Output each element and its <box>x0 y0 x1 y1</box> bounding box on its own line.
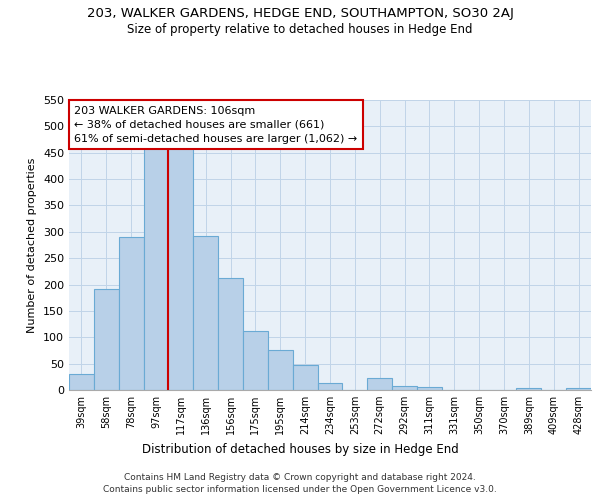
Bar <box>293 365 317 390</box>
Bar <box>566 388 591 390</box>
Text: Size of property relative to detached houses in Hedge End: Size of property relative to detached ho… <box>127 22 473 36</box>
Bar <box>517 388 541 390</box>
Bar <box>94 289 119 390</box>
Text: 203 WALKER GARDENS: 106sqm
← 38% of detached houses are smaller (661)
61% of sem: 203 WALKER GARDENS: 106sqm ← 38% of deta… <box>74 106 358 144</box>
Text: Contains HM Land Registry data © Crown copyright and database right 2024.: Contains HM Land Registry data © Crown c… <box>124 472 476 482</box>
Y-axis label: Number of detached properties: Number of detached properties <box>28 158 37 332</box>
Bar <box>169 148 193 390</box>
Bar <box>218 278 243 390</box>
Bar <box>193 236 218 390</box>
Bar <box>392 386 417 390</box>
Bar <box>143 148 169 390</box>
Bar <box>417 388 442 390</box>
Bar <box>317 383 343 390</box>
Bar <box>243 332 268 390</box>
Text: 203, WALKER GARDENS, HEDGE END, SOUTHAMPTON, SO30 2AJ: 203, WALKER GARDENS, HEDGE END, SOUTHAMP… <box>86 8 514 20</box>
Text: Distribution of detached houses by size in Hedge End: Distribution of detached houses by size … <box>142 442 458 456</box>
Text: Contains public sector information licensed under the Open Government Licence v3: Contains public sector information licen… <box>103 485 497 494</box>
Bar <box>268 350 293 390</box>
Bar <box>69 374 94 390</box>
Bar <box>119 237 143 390</box>
Bar <box>367 378 392 390</box>
